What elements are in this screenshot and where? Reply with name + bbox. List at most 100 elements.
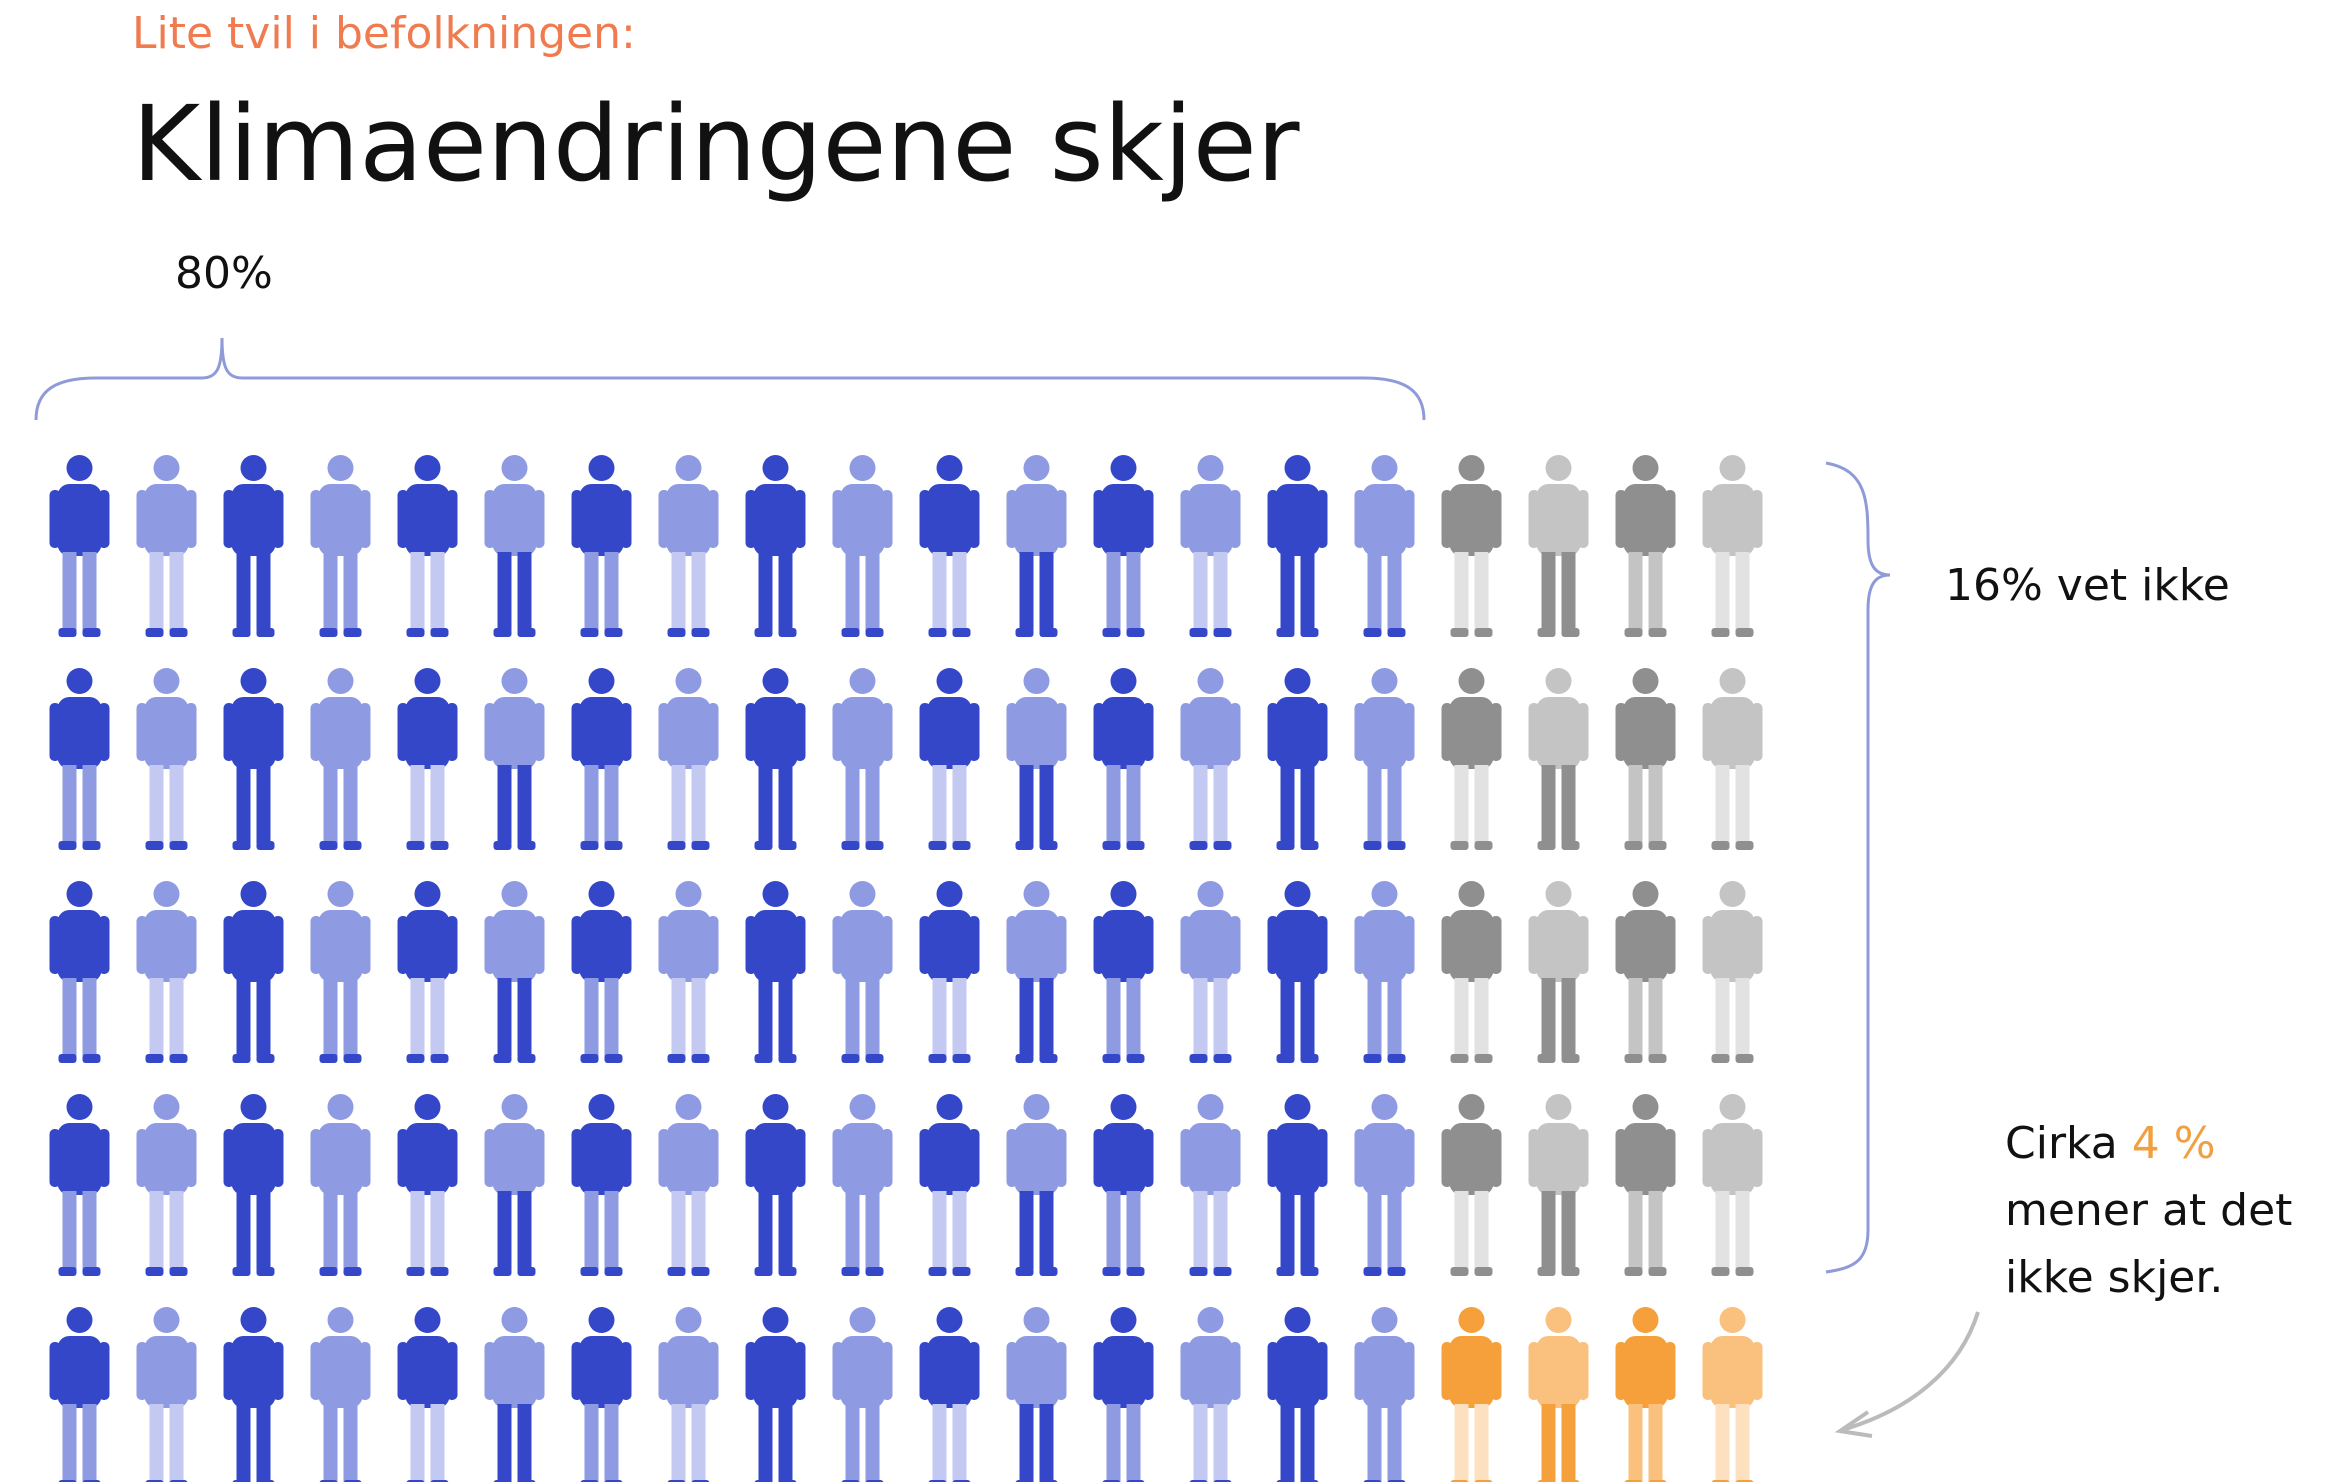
foot [232, 1267, 251, 1276]
foot [430, 1267, 449, 1276]
torso [753, 484, 798, 556]
torso [231, 697, 276, 769]
leg [1193, 552, 1208, 630]
leg [584, 1191, 599, 1269]
person-icon [1093, 1094, 1154, 1276]
leg [1213, 1404, 1228, 1482]
leg [1280, 552, 1295, 630]
foot [1102, 1267, 1121, 1276]
foot [1450, 628, 1469, 637]
torso [1014, 1336, 1059, 1408]
head [1110, 455, 1137, 481]
torso [666, 910, 711, 982]
person-icon [745, 1307, 806, 1482]
person-icon [1441, 455, 1502, 637]
foot [865, 841, 884, 850]
person-icon [1702, 455, 1763, 637]
person-icon [1354, 668, 1415, 850]
foot [1450, 841, 1469, 850]
leg [149, 765, 164, 843]
foot [1537, 628, 1556, 637]
leg [1106, 765, 1121, 843]
head [1197, 1307, 1224, 1333]
leg [1387, 1404, 1402, 1482]
torso [927, 910, 972, 982]
leg [1367, 1191, 1382, 1269]
foot [928, 841, 947, 850]
foot [493, 841, 512, 850]
foot [691, 628, 710, 637]
head [588, 1307, 615, 1333]
head [1719, 1094, 1746, 1120]
foot [1387, 1267, 1406, 1276]
foot [1711, 841, 1730, 850]
leg [604, 765, 619, 843]
leg [604, 552, 619, 630]
foot [58, 1054, 77, 1063]
head [414, 455, 441, 481]
head [240, 1094, 267, 1120]
foot [232, 628, 251, 637]
torso [144, 697, 189, 769]
head [1284, 455, 1311, 481]
foot [1300, 1267, 1319, 1276]
foot [1015, 1054, 1034, 1063]
leg [584, 1404, 599, 1482]
foot [1363, 1054, 1382, 1063]
leg [758, 1191, 773, 1269]
head [1197, 668, 1224, 694]
leg [62, 978, 77, 1056]
foot [256, 628, 275, 637]
foot [1213, 628, 1232, 637]
leg [952, 1404, 967, 1482]
head [1545, 455, 1572, 481]
foot [1387, 841, 1406, 850]
foot [1624, 628, 1643, 637]
head [240, 881, 267, 907]
person-icon [1180, 1094, 1241, 1276]
torso [405, 1336, 450, 1408]
foot [406, 841, 425, 850]
person-icon [1528, 1307, 1589, 1482]
torso [1536, 1336, 1581, 1408]
foot [1102, 841, 1121, 850]
person-icon [397, 455, 458, 637]
foot [169, 1267, 188, 1276]
head [588, 881, 615, 907]
leg [169, 978, 184, 1056]
person-icon [49, 881, 110, 1063]
head [327, 455, 354, 481]
person-icon [310, 881, 371, 1063]
foot [58, 1267, 77, 1276]
leg [1367, 1404, 1382, 1482]
head [675, 668, 702, 694]
person-icon [1615, 668, 1676, 850]
foot [1561, 841, 1580, 850]
leg [517, 552, 532, 630]
leg [865, 552, 880, 630]
head [1023, 668, 1050, 694]
person-icon [1528, 1094, 1589, 1276]
foot [841, 628, 860, 637]
foot [841, 841, 860, 850]
leg [1126, 552, 1141, 630]
leg [932, 552, 947, 630]
leg [1474, 978, 1489, 1056]
foot [754, 1054, 773, 1063]
foot [1300, 841, 1319, 850]
foot [928, 1267, 947, 1276]
leg [1628, 765, 1643, 843]
head [240, 668, 267, 694]
foot [1300, 1054, 1319, 1063]
person-icon [745, 881, 806, 1063]
person-icon [310, 1307, 371, 1482]
leg [671, 552, 686, 630]
leg [1300, 1191, 1315, 1269]
foot [169, 841, 188, 850]
torso [1188, 910, 1233, 982]
head [1458, 881, 1485, 907]
head [762, 455, 789, 481]
torso [1188, 1123, 1233, 1195]
person-icon [223, 881, 284, 1063]
